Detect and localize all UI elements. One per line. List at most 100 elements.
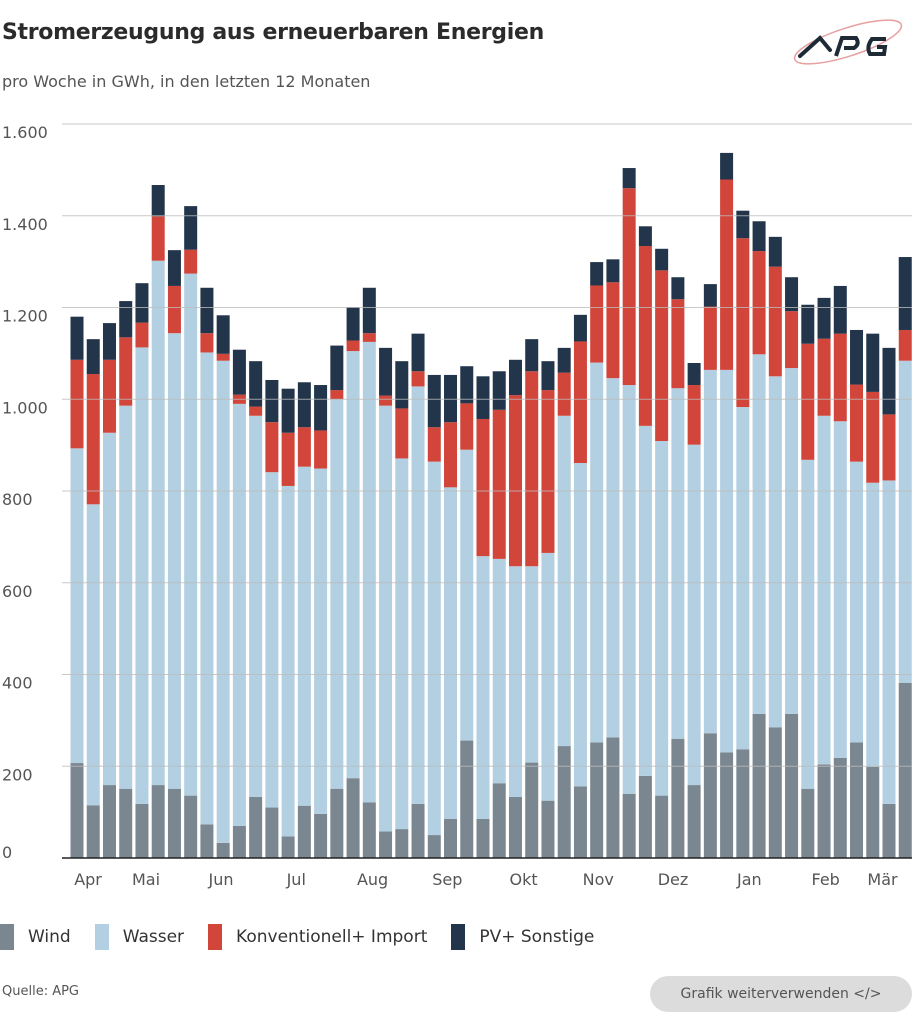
y-tick-label: 1.000 — [2, 398, 48, 417]
bar-segment-wind — [687, 785, 701, 858]
bar-segment-wind — [281, 836, 295, 858]
bar-segment-wasser — [720, 369, 734, 753]
legend-swatch-konventionell — [208, 924, 223, 950]
bar-segment-wasser — [850, 461, 864, 743]
bar-segment-pv — [362, 287, 376, 334]
bar-segment-konventionell — [265, 422, 279, 473]
bar-segment-wind — [671, 738, 685, 858]
bar-segment-konventionell — [573, 341, 587, 464]
bar-segment-wind — [752, 713, 766, 858]
bar-segment-wind — [525, 762, 539, 858]
bar-segment-wind — [541, 800, 555, 858]
bar-segment-konventionell — [362, 333, 376, 342]
bar-segment-konventionell — [606, 282, 620, 379]
bar-segment-pv — [590, 262, 604, 286]
bar-segment-pv — [184, 206, 198, 250]
bar-segment-pv — [379, 347, 393, 396]
bar-segment-wasser — [492, 558, 506, 784]
bar-segment-wasser — [151, 260, 165, 786]
legend-label: PV+ Sonstige — [479, 927, 595, 947]
legend-swatch-pv — [451, 924, 466, 950]
bar-segment-konventionell — [167, 285, 181, 334]
bar-segment-wasser — [395, 458, 409, 830]
bar-segment-wind — [850, 742, 864, 858]
bar-segment-pv — [135, 283, 149, 323]
bar-segment-wind — [346, 778, 360, 858]
bar-segment-wasser — [736, 407, 750, 750]
bar-segment-pv — [541, 361, 555, 391]
bar-segment-pv — [850, 329, 864, 385]
bar-segment-wind — [720, 752, 734, 858]
bar-segment-wind — [330, 788, 344, 858]
bar-segment-konventionell — [427, 427, 441, 462]
legend-label: Konventionell+ Import — [236, 927, 428, 947]
x-tick-label: Jan — [736, 870, 762, 889]
bar-segment-wind — [573, 786, 587, 858]
x-tick-label: Mai — [132, 870, 160, 889]
bar-segment-pv — [638, 226, 652, 247]
x-tick-label: Dez — [658, 870, 689, 889]
bar-segment-wasser — [427, 461, 441, 836]
bar-segment-wind — [785, 713, 799, 858]
bar-segment-wasser — [768, 376, 782, 728]
embed-graphic-button[interactable]: Grafik weiterverwenden </> — [650, 976, 912, 1012]
bar-segment-wind — [362, 802, 376, 858]
bar-segment-wasser — [281, 485, 295, 837]
bar-segment-konventionell — [785, 311, 799, 369]
legend-item-wasser[interactable]: Wasser — [94, 924, 184, 950]
bar-segment-wind — [866, 766, 880, 858]
bar-segment-konventionell — [622, 188, 636, 386]
bar-segment-pv — [817, 297, 831, 339]
bar-segment-wind — [265, 807, 279, 858]
y-tick-label: 600 — [2, 582, 33, 601]
bar-segment-wind — [768, 727, 782, 858]
x-tick-label: Aug — [357, 870, 388, 889]
bar-segment-pv — [655, 248, 669, 271]
bar-segment-konventionell — [151, 216, 165, 261]
bar-segment-konventionell — [444, 422, 458, 488]
bar-segment-konventionell — [460, 403, 474, 450]
bar-segment-pv — [768, 236, 782, 267]
bar-segment-wind — [833, 757, 847, 858]
bar-segment-wind — [801, 788, 815, 858]
x-tick-label: Apr — [74, 870, 102, 889]
bar-segment-wasser — [184, 273, 198, 796]
bar-segment-wind — [557, 746, 571, 858]
bar-segment-wasser — [687, 444, 701, 786]
bar-segment-konventionell — [216, 353, 230, 361]
legend-swatch-wind — [0, 924, 14, 950]
bar-segment-wind — [898, 682, 912, 858]
bar-segment-konventionell — [833, 333, 847, 422]
bar-segment-wasser — [801, 459, 815, 789]
legend-item-konventionell[interactable]: Konventionell+ Import — [208, 924, 427, 950]
bar-segment-konventionell — [687, 385, 701, 445]
bar-segment-konventionell — [249, 406, 263, 416]
y-tick-label: 200 — [2, 765, 33, 784]
bar-segment-wind — [70, 763, 84, 858]
bar-segment-wind — [655, 795, 669, 858]
bar-segment-wasser — [866, 482, 880, 767]
bar-segment-wind — [508, 796, 522, 858]
bar-segment-wasser — [573, 463, 587, 787]
bar-segment-wasser — [557, 415, 571, 747]
bar-segment-wasser — [541, 552, 555, 801]
bar-segment-konventionell — [590, 285, 604, 363]
bar-segment-wind — [817, 764, 831, 858]
bar-segment-konventionell — [703, 306, 717, 370]
bar-segment-pv — [232, 349, 246, 395]
legend-item-wind[interactable]: Wind — [0, 924, 71, 950]
bar-segment-pv — [249, 361, 263, 407]
bar-segment-pv — [346, 307, 360, 341]
bar-segment-pv — [330, 345, 344, 391]
x-tick-label: Jul — [286, 870, 306, 889]
bar-segment-wind — [460, 740, 474, 858]
bar-segment-wasser — [167, 333, 181, 789]
bar-segment-wind — [379, 831, 393, 858]
bar-segment-wasser — [362, 341, 376, 803]
bar-segment-pv — [573, 314, 587, 342]
bar-segment-wasser — [135, 347, 149, 804]
legend-item-pv[interactable]: PV+ Sonstige — [451, 924, 594, 950]
x-tick-label: Okt — [510, 870, 538, 889]
bar-segment-pv — [167, 250, 181, 286]
bar-segment-wasser — [525, 566, 539, 763]
